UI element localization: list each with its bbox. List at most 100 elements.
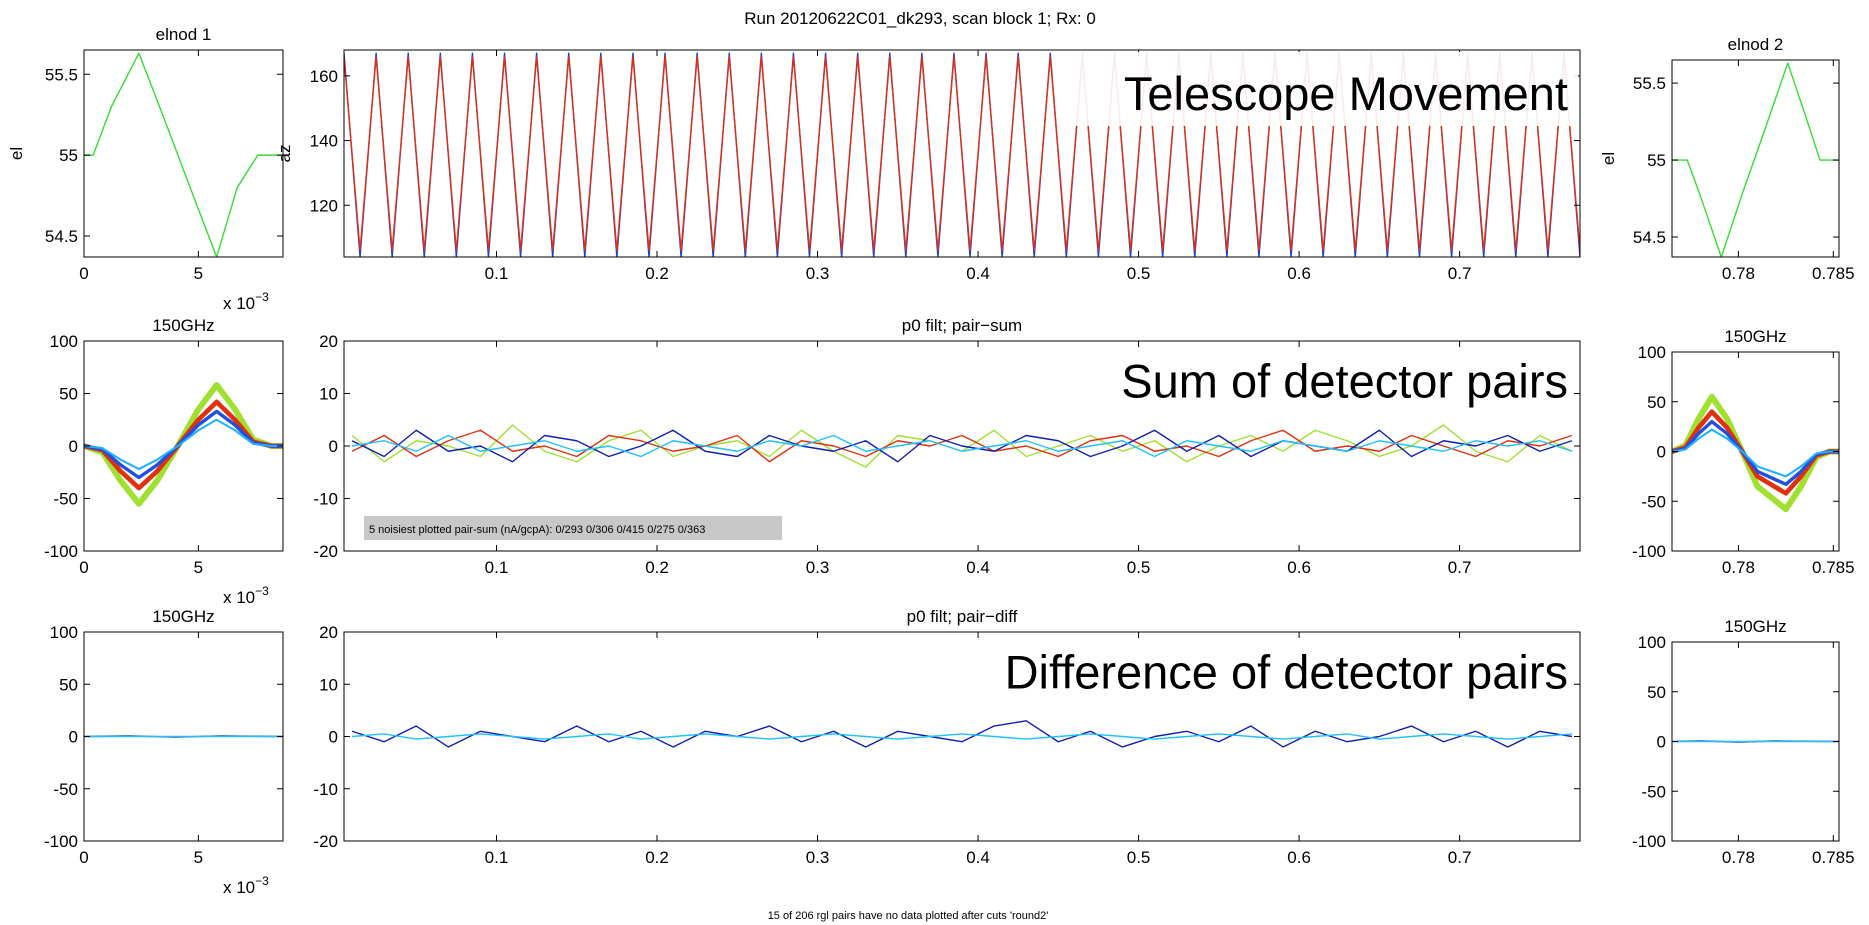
plot-area xyxy=(1672,62,1839,257)
x-tick-label: 0.1 xyxy=(485,558,509,577)
y-tick-label: 55 xyxy=(59,146,78,165)
x-tick-label: 0.7 xyxy=(1448,264,1472,283)
x-multiplier-exponent: −3 xyxy=(255,584,269,598)
y-tick-label: -100 xyxy=(44,832,78,851)
series-line xyxy=(84,418,283,471)
x-tick-label: 0.2 xyxy=(645,848,669,867)
y-tick-label: 0 xyxy=(69,437,78,456)
series-line xyxy=(1672,428,1839,478)
series-line xyxy=(351,429,1573,463)
plot-area xyxy=(84,735,283,738)
series-line xyxy=(1672,62,1839,257)
figure-title: Run 20120622C01_dk293, scan block 1; Rx:… xyxy=(744,9,1096,28)
x-tick-label: 0.78 xyxy=(1722,848,1755,867)
y-tick-label: 50 xyxy=(59,385,78,404)
y-tick-label: -100 xyxy=(1632,542,1666,561)
plot-area xyxy=(1672,393,1839,513)
plot-area xyxy=(351,424,1573,468)
x-multiplier: x 10−3 xyxy=(223,584,269,607)
x-tick-label: 0.1 xyxy=(485,848,509,867)
y-tick-label: 10 xyxy=(319,675,338,694)
y-tick-label: -50 xyxy=(53,490,78,509)
annotation: Telescope Movement xyxy=(1124,67,1568,120)
annotation: Sum of detector pairs xyxy=(1121,355,1568,408)
annotation: Difference of detector pairs xyxy=(1005,645,1568,698)
x-multiplier: x 10−3 xyxy=(223,290,269,313)
y-tick-label: -50 xyxy=(1641,782,1666,801)
y-tick-label: 20 xyxy=(319,332,338,351)
x-tick-label: 0.4 xyxy=(966,264,990,283)
y-tick-label: 10 xyxy=(319,385,338,404)
y-tick-label: 160 xyxy=(310,67,338,86)
y-tick-label: 100 xyxy=(50,332,78,351)
y-tick-label: 0 xyxy=(69,728,78,747)
x-tick-label: 5 xyxy=(194,848,203,867)
x-multiplier-base: x 10 xyxy=(223,878,255,897)
x-tick-label: 0.4 xyxy=(966,558,990,577)
y-tick-label: 0 xyxy=(329,437,338,456)
x-tick-label: 0.3 xyxy=(806,264,830,283)
x-tick-label: 0.3 xyxy=(806,558,830,577)
y-tick-label: -100 xyxy=(44,542,78,561)
y-tick-label: 54.5 xyxy=(45,227,78,246)
x-tick-label: 0.2 xyxy=(645,558,669,577)
x-tick-label: 0.7 xyxy=(1448,848,1472,867)
y-tick-label: 0 xyxy=(1657,733,1666,752)
series-line xyxy=(351,429,1573,463)
y-tick-label: 100 xyxy=(50,623,78,642)
y-tick-label: 55.5 xyxy=(45,65,78,84)
plot-area xyxy=(84,52,283,257)
x-tick-label: 0.785 xyxy=(1812,264,1855,283)
x-tick-label: 0.7 xyxy=(1448,558,1472,577)
x-tick-label: 5 xyxy=(194,264,203,283)
y-tick-label: -10 xyxy=(313,490,338,509)
panel-title: 150GHz xyxy=(1724,617,1786,636)
y-axis-label: el xyxy=(1599,152,1618,165)
x-tick-label: 0.6 xyxy=(1287,558,1311,577)
axes-box xyxy=(1671,59,1840,258)
y-tick-label: 50 xyxy=(1647,683,1666,702)
x-tick-label: 0.6 xyxy=(1287,848,1311,867)
x-tick-label: 0.3 xyxy=(806,848,830,867)
panel-title: elnod 2 xyxy=(1728,35,1784,54)
x-tick-label: 0.5 xyxy=(1127,558,1151,577)
x-multiplier-exponent: −3 xyxy=(255,290,269,304)
plot-area xyxy=(84,382,283,507)
x-tick-label: 0.1 xyxy=(485,264,509,283)
panel-title: p0 filt; pair−sum xyxy=(902,316,1022,335)
y-tick-label: 55.5 xyxy=(1633,74,1666,93)
plot-area xyxy=(351,720,1573,748)
x-multiplier-base: x 10 xyxy=(223,294,255,313)
y-tick-label: 0 xyxy=(329,728,338,747)
y-axis-label: az xyxy=(275,145,294,163)
x-multiplier: x 10−3 xyxy=(223,874,269,897)
y-tick-label: -100 xyxy=(1632,832,1666,851)
x-tick-label: 0 xyxy=(79,558,88,577)
x-tick-label: 0.5 xyxy=(1127,264,1151,283)
x-tick-label: 0.785 xyxy=(1812,558,1855,577)
x-tick-label: 0.6 xyxy=(1287,264,1311,283)
x-tick-label: 0.5 xyxy=(1127,848,1151,867)
series-line xyxy=(1672,393,1839,513)
series-line xyxy=(84,52,283,257)
panel-title: 150GHz xyxy=(152,607,214,626)
axes-box xyxy=(1671,351,1840,552)
x-multiplier-base: x 10 xyxy=(223,588,255,607)
y-tick-label: 0 xyxy=(1657,443,1666,462)
y-tick-label: -50 xyxy=(53,780,78,799)
note-box xyxy=(364,516,782,540)
y-tick-label: -50 xyxy=(1641,492,1666,511)
note: 5 noisiest plotted pair-sum (nA/gcpA): 0… xyxy=(369,524,705,536)
axes-box xyxy=(83,340,284,552)
y-tick-label: 120 xyxy=(310,196,338,215)
y-tick-label: -20 xyxy=(313,542,338,561)
x-tick-label: 0.4 xyxy=(966,848,990,867)
y-tick-label: 140 xyxy=(310,132,338,151)
x-tick-label: 0 xyxy=(79,264,88,283)
x-tick-label: 0.78 xyxy=(1722,264,1755,283)
x-tick-label: 0.785 xyxy=(1812,848,1855,867)
plot-area xyxy=(1672,740,1839,743)
y-tick-label: 100 xyxy=(1638,633,1666,652)
panel-title: 150GHz xyxy=(1724,327,1786,346)
